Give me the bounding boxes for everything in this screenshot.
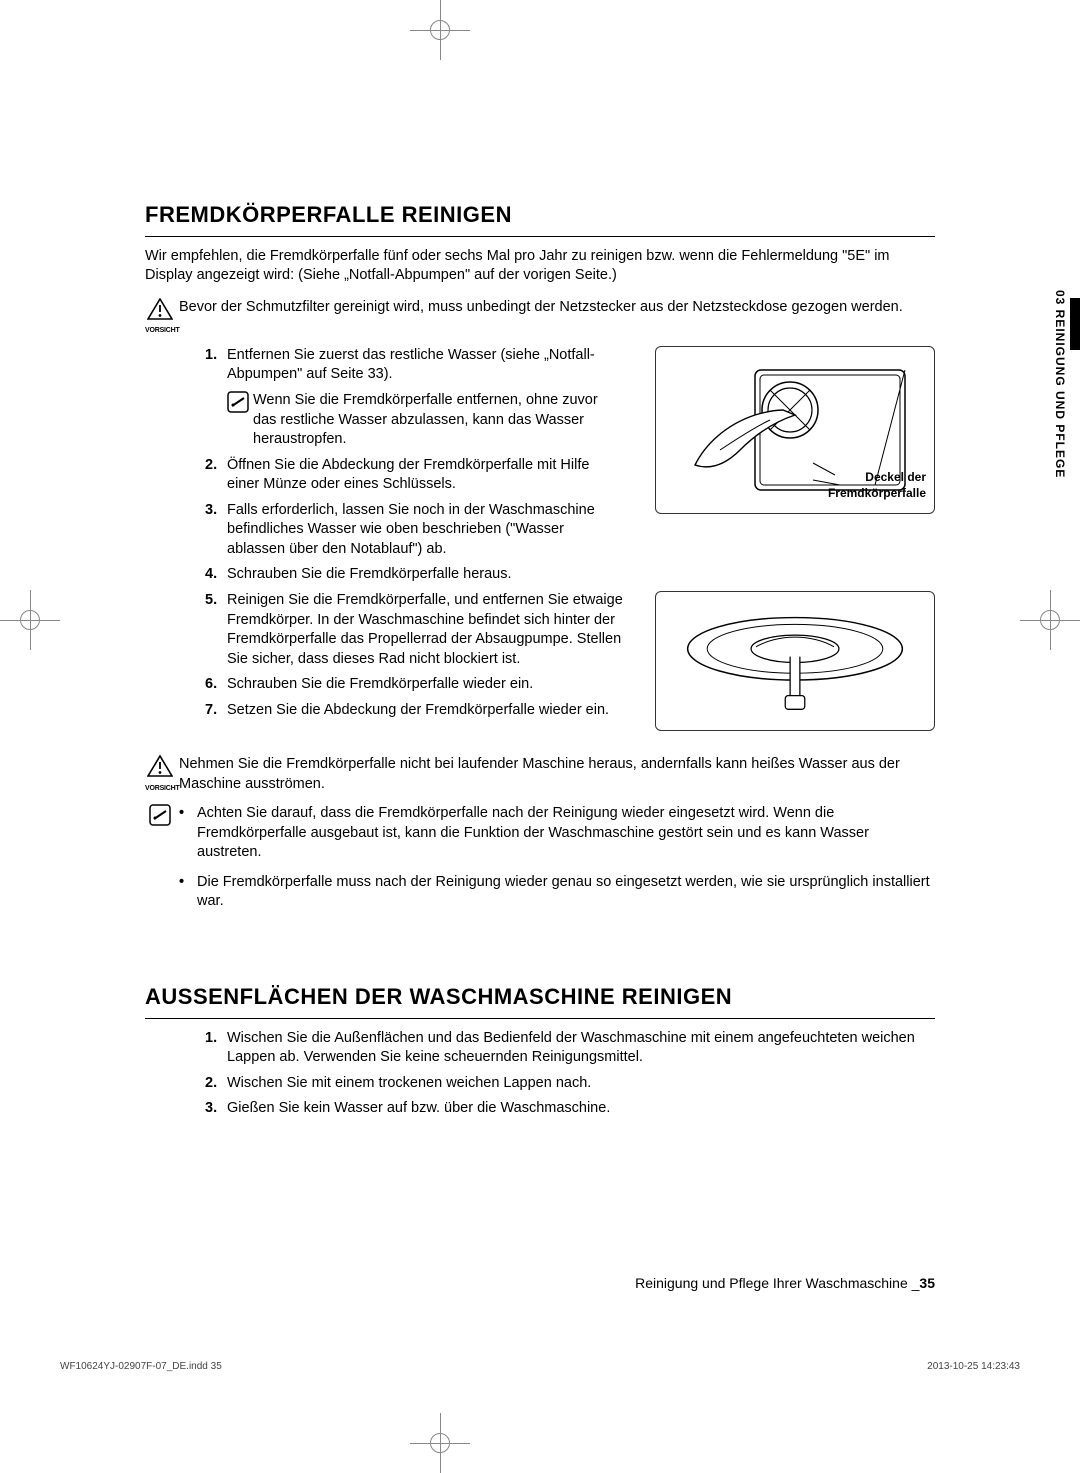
page-content: FREMDKÖRPERFALLE REINIGEN Wir empfehlen,… xyxy=(145,200,935,1125)
steps-list-b: Öffnen Sie die Abdeckung der Fremdkörper… xyxy=(205,456,625,585)
chapter-tab-label: 03 REINIGUNG UND PFLEGE xyxy=(1052,290,1068,478)
note-block-2: Achten Sie darauf, dass die Fremdkörperf… xyxy=(145,804,935,922)
note-icon xyxy=(149,804,171,826)
caution-block-1: VORSICHT Bevor der Schmutzfilter gereini… xyxy=(145,298,935,336)
warning-icon xyxy=(147,298,173,320)
fig1-label-line2: Fremdkörperfalle xyxy=(828,487,926,501)
note2-bullet-1: Achten Sie darauf, dass die Fremdkörperf… xyxy=(179,804,935,863)
caution-label: VORSICHT xyxy=(145,326,175,335)
note2-bullets: Achten Sie darauf, dass die Fremdkörperf… xyxy=(179,804,935,912)
imprint-timestamp: 2013-10-25 14:23:43 xyxy=(927,1360,1020,1374)
figure-1: Deckel der Fremdkörperfalle xyxy=(655,346,935,514)
page-footer: Reinigung und Pflege Ihrer Waschmaschine… xyxy=(145,1274,935,1293)
chapter-tab-bar xyxy=(1070,298,1080,350)
step-7: Setzen Sie die Abdeckung der Fremdkörper… xyxy=(205,701,625,721)
imprint-file: WF10624YJ-02907F-07_DE.indd 35 xyxy=(60,1360,222,1374)
section1-intro: Wir empfehlen, die Fremdkörperfalle fünf… xyxy=(145,247,935,286)
footer-text: Reinigung und Pflege Ihrer Waschmaschine… xyxy=(635,1275,919,1291)
page-number: 35 xyxy=(919,1275,935,1291)
section1-title: FREMDKÖRPERFALLE REINIGEN xyxy=(145,200,935,237)
section2-steps: Wischen Sie die Außenflächen und das Bed… xyxy=(205,1029,935,1119)
step-5: Reinigen Sie die Fremdkörperfalle, und e… xyxy=(205,591,625,669)
step-1: Entfernen Sie zuerst das restliche Wasse… xyxy=(205,346,625,385)
caution-label: VORSICHT xyxy=(145,784,175,793)
fig1-label-line1: Deckel der xyxy=(865,471,926,485)
crop-mark-bottom xyxy=(410,1413,470,1473)
crop-mark-left xyxy=(0,590,60,650)
steps-list-a: Entfernen Sie zuerst das restliche Wasse… xyxy=(205,346,625,385)
warning-icon xyxy=(147,755,173,777)
s2-step-3: Gießen Sie kein Wasser auf bzw. über die… xyxy=(205,1099,935,1119)
step-3: Falls erforderlich, lassen Sie noch in d… xyxy=(205,501,625,560)
caution2-text: Nehmen Sie die Fremdkörperfalle nicht be… xyxy=(179,755,935,794)
step-6: Schrauben Sie die Fremdkörperfalle wiede… xyxy=(205,675,625,695)
steps-list-c: Reinigen Sie die Fremdkörperfalle, und e… xyxy=(205,591,625,720)
figure-2-illustration xyxy=(664,600,926,722)
caution-block-2: VORSICHT Nehmen Sie die Fremdkörperfalle… xyxy=(145,755,935,794)
s2-step-1: Wischen Sie die Außenflächen und das Bed… xyxy=(205,1029,935,1068)
crop-mark-top xyxy=(410,0,470,60)
caution1-text: Bevor der Schmutzfilter gereinigt wird, … xyxy=(179,298,935,318)
step-2: Öffnen Sie die Abdeckung der Fremdkörper… xyxy=(205,456,625,495)
step-4: Schrauben Sie die Fremdkörperfalle herau… xyxy=(205,565,625,585)
s2-step-2: Wischen Sie mit einem trockenen weichen … xyxy=(205,1074,935,1094)
figure-2 xyxy=(655,591,935,731)
imprint-line: WF10624YJ-02907F-07_DE.indd 35 2013-10-2… xyxy=(60,1360,1020,1374)
note2-bullet-2: Die Fremdkörperfalle muss nach der Reini… xyxy=(179,873,935,912)
section2-title: AUSSENFLÄCHEN DER WASCHMASCHINE REINIGEN xyxy=(145,982,935,1019)
crop-mark-right xyxy=(1020,590,1080,650)
note1-text: Wenn Sie die Fremdkörperfalle entfernen,… xyxy=(253,391,625,450)
note-icon xyxy=(227,391,249,413)
chapter-tab: 03 REINIGUNG UND PFLEGE xyxy=(1050,290,1080,510)
